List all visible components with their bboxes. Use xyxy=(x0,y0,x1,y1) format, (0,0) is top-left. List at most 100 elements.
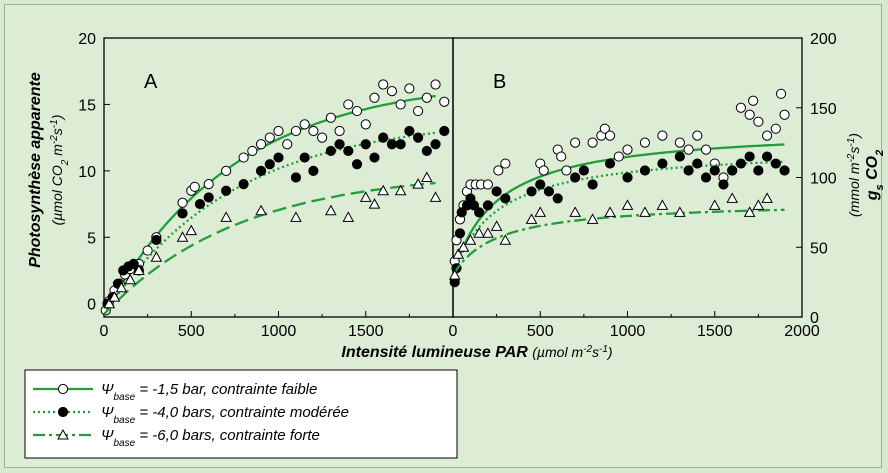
fit-line xyxy=(103,181,436,316)
data-point xyxy=(108,291,121,302)
data-point xyxy=(491,186,502,197)
data-point xyxy=(674,206,686,217)
data-point xyxy=(727,165,738,176)
data-point xyxy=(255,204,267,216)
data-point xyxy=(439,125,450,137)
panel-label: B xyxy=(493,71,506,93)
data-point xyxy=(674,137,685,148)
data-point xyxy=(420,171,433,182)
data-point xyxy=(317,132,328,143)
data-point xyxy=(556,151,567,162)
data-point xyxy=(762,151,773,162)
legend-entry-2: Ψbase = -6,0 bars, contrainte forte xyxy=(33,427,320,449)
data-point xyxy=(735,102,747,113)
data-point xyxy=(700,172,712,183)
data-point xyxy=(343,99,354,110)
data-point xyxy=(604,206,616,217)
data-point xyxy=(378,132,389,143)
x-tick-label: 500 xyxy=(527,323,554,340)
data-point xyxy=(421,145,432,157)
data-point xyxy=(534,206,547,217)
data-point xyxy=(692,130,703,141)
data-point xyxy=(468,200,480,211)
data-point xyxy=(413,132,424,143)
data-point xyxy=(525,213,538,224)
panel-label: A xyxy=(144,71,158,93)
data-point xyxy=(657,158,668,169)
data-point xyxy=(273,152,284,163)
data-point xyxy=(599,123,610,134)
legend-marker xyxy=(57,428,69,440)
data-point xyxy=(708,199,721,210)
data-point xyxy=(543,186,555,197)
series-1 xyxy=(449,151,790,288)
fit-line xyxy=(451,160,785,276)
data-point xyxy=(570,172,581,183)
data-point xyxy=(299,152,310,163)
data-point xyxy=(255,139,267,150)
data-point xyxy=(454,228,466,239)
y-tick-label: 20 xyxy=(78,31,96,48)
series-0 xyxy=(449,88,790,276)
data-point xyxy=(604,158,616,169)
data-point xyxy=(290,125,302,137)
data-point xyxy=(282,139,293,150)
data-point xyxy=(404,125,415,137)
data-point xyxy=(762,130,773,141)
data-point xyxy=(482,227,494,238)
x-tick-label: 1500 xyxy=(348,323,384,340)
data-point xyxy=(412,178,424,189)
data-point xyxy=(482,200,493,211)
legend-marker xyxy=(57,383,69,395)
axis-labels: Photosynthèse apparente (µmol CO2 m-2s-1… xyxy=(27,72,883,361)
legend-entry-1: Ψbase = -4,0 bars, contrainte modérée xyxy=(33,404,349,426)
data-point xyxy=(569,206,581,217)
data-point xyxy=(674,151,685,162)
data-point xyxy=(639,206,651,217)
y-tick-label: 150 xyxy=(810,101,837,118)
y-tick-label: 0 xyxy=(810,310,819,327)
x-tick-label: 500 xyxy=(178,323,205,340)
data-point xyxy=(775,88,787,99)
series-2 xyxy=(103,171,442,316)
data-point xyxy=(657,130,668,141)
data-point xyxy=(499,234,512,245)
data-point xyxy=(359,191,372,202)
data-point xyxy=(377,184,390,196)
data-point xyxy=(150,251,163,262)
data-point xyxy=(151,234,162,246)
data-point xyxy=(538,165,549,176)
y-tick-label: 5 xyxy=(87,230,96,247)
y-tick-label: 0 xyxy=(87,297,96,314)
data-point xyxy=(342,211,355,222)
data-point xyxy=(500,158,511,169)
data-point xyxy=(103,297,116,309)
data-point xyxy=(273,125,284,137)
legend-label: Ψbase = -4,0 bars, contrainte modérée xyxy=(101,404,349,426)
data-point xyxy=(404,83,415,94)
data-point xyxy=(378,79,389,90)
series-1 xyxy=(102,125,450,315)
data-point xyxy=(177,208,188,219)
data-point xyxy=(656,199,669,210)
x-tick-label: 1500 xyxy=(697,323,733,340)
data-point xyxy=(779,165,790,176)
data-point xyxy=(744,109,755,120)
data-point xyxy=(142,245,153,256)
data-point xyxy=(743,206,756,217)
series-0 xyxy=(100,79,450,316)
data-point xyxy=(639,137,651,148)
data-point xyxy=(343,145,354,157)
data-point xyxy=(133,264,145,275)
data-point xyxy=(360,139,371,150)
data-point xyxy=(430,139,441,150)
data-point xyxy=(473,227,486,238)
y-axis-right-unit: (mmol m-2s-1) xyxy=(846,133,863,217)
data-point xyxy=(368,198,381,209)
data-point xyxy=(395,99,406,110)
data-point xyxy=(430,79,441,90)
data-point xyxy=(128,258,139,269)
